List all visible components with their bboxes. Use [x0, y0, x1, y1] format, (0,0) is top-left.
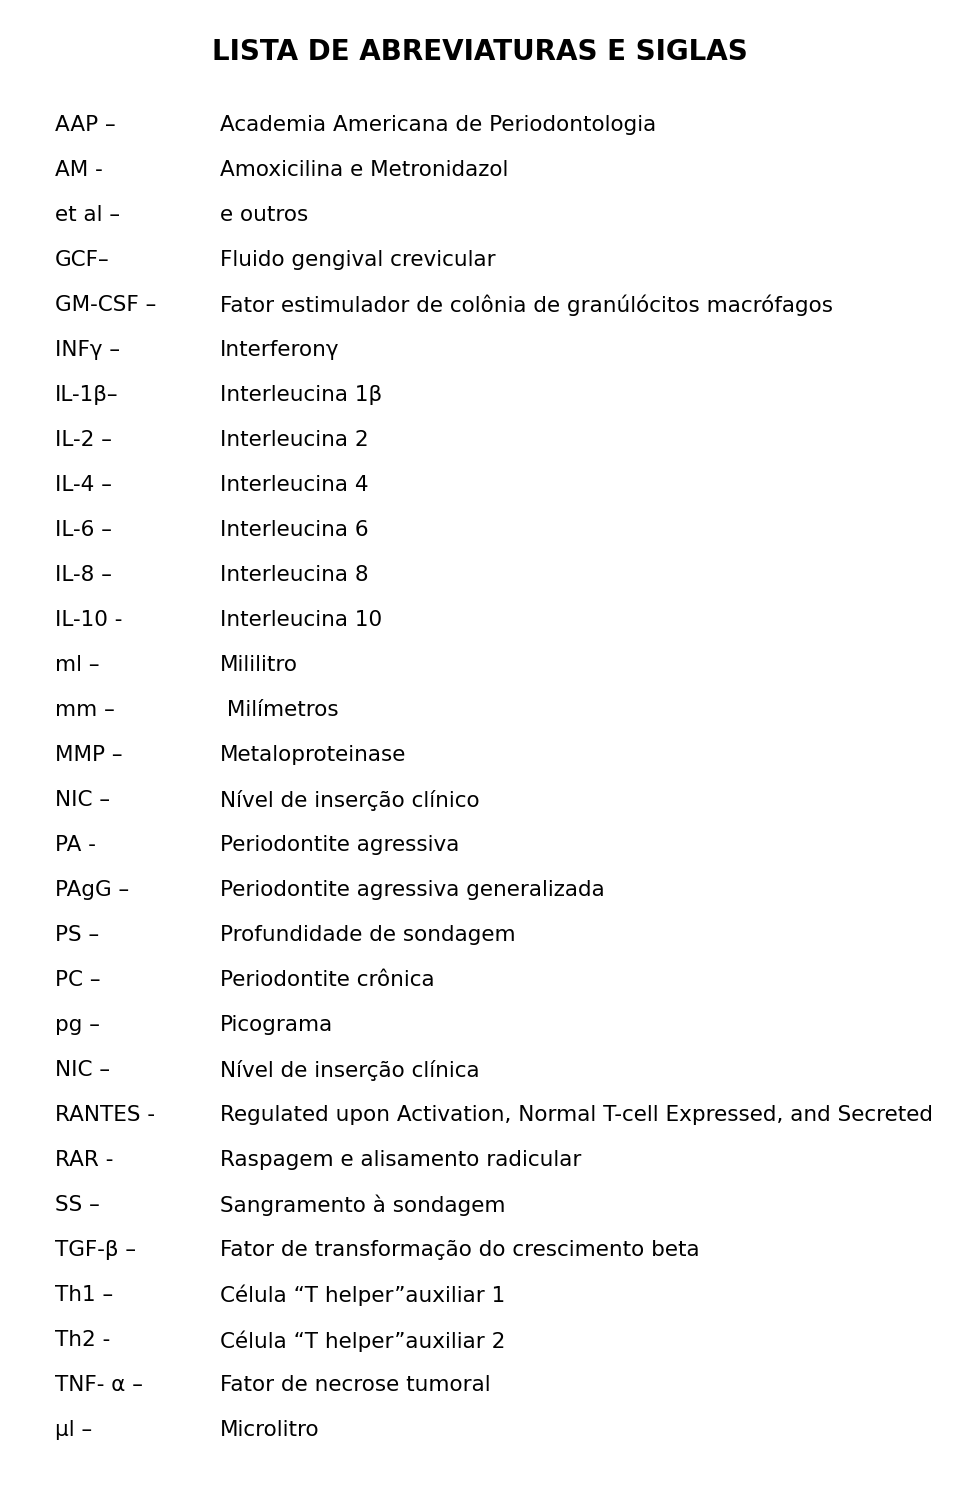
- Text: Interleucina 8: Interleucina 8: [220, 564, 369, 585]
- Text: Célula “T helper”auxiliar 1: Célula “T helper”auxiliar 1: [220, 1285, 505, 1306]
- Text: Célula “T helper”auxiliar 2: Célula “T helper”auxiliar 2: [220, 1330, 505, 1351]
- Text: Interleucina 2: Interleucina 2: [220, 429, 369, 450]
- Text: PA -: PA -: [55, 835, 96, 856]
- Text: Interleucina 10: Interleucina 10: [220, 609, 382, 630]
- Text: Periodontite crônica: Periodontite crônica: [220, 970, 435, 991]
- Text: Nível de inserção clínico: Nível de inserção clínico: [220, 790, 480, 811]
- Text: Mililitro: Mililitro: [220, 654, 298, 675]
- Text: RANTES -: RANTES -: [55, 1105, 155, 1126]
- Text: Interleucina 4: Interleucina 4: [220, 474, 369, 495]
- Text: μl –: μl –: [55, 1420, 92, 1439]
- Text: et al –: et al –: [55, 206, 120, 225]
- Text: Periodontite agressiva: Periodontite agressiva: [220, 835, 460, 856]
- Text: NIC –: NIC –: [55, 790, 110, 811]
- Text: Microlitro: Microlitro: [220, 1420, 320, 1439]
- Text: MMP –: MMP –: [55, 744, 123, 766]
- Text: PC –: PC –: [55, 970, 101, 991]
- Text: IL-4 –: IL-4 –: [55, 474, 112, 495]
- Text: TNF- α –: TNF- α –: [55, 1375, 143, 1394]
- Text: Picograma: Picograma: [220, 1015, 333, 1036]
- Text: Fator de necrose tumoral: Fator de necrose tumoral: [220, 1375, 491, 1394]
- Text: IL-8 –: IL-8 –: [55, 564, 112, 585]
- Text: GM-CSF –: GM-CSF –: [55, 296, 156, 315]
- Text: PS –: PS –: [55, 925, 99, 946]
- Text: INFγ –: INFγ –: [55, 341, 120, 360]
- Text: RAR -: RAR -: [55, 1150, 113, 1169]
- Text: TGF-β –: TGF-β –: [55, 1240, 136, 1259]
- Text: mm –: mm –: [55, 699, 115, 720]
- Text: AM -: AM -: [55, 161, 103, 180]
- Text: SS –: SS –: [55, 1195, 100, 1214]
- Text: Milímetros: Milímetros: [220, 699, 339, 720]
- Text: GCF–: GCF–: [55, 251, 109, 270]
- Text: IL-1β–: IL-1β–: [55, 384, 118, 405]
- Text: Profundidade de sondagem: Profundidade de sondagem: [220, 925, 516, 946]
- Text: Interleucina 6: Interleucina 6: [220, 519, 369, 540]
- Text: Academia Americana de Periodontologia: Academia Americana de Periodontologia: [220, 116, 657, 135]
- Text: e outros: e outros: [220, 206, 308, 225]
- Text: IL-6 –: IL-6 –: [55, 519, 112, 540]
- Text: NIC –: NIC –: [55, 1060, 110, 1081]
- Text: AAP –: AAP –: [55, 116, 115, 135]
- Text: Raspagem e alisamento radicular: Raspagem e alisamento radicular: [220, 1150, 582, 1169]
- Text: Interleucina 1β: Interleucina 1β: [220, 384, 382, 405]
- Text: Amoxicilina e Metronidazol: Amoxicilina e Metronidazol: [220, 161, 509, 180]
- Text: IL-2 –: IL-2 –: [55, 429, 112, 450]
- Text: ml –: ml –: [55, 654, 100, 675]
- Text: Regulated upon Activation, Normal T-cell Expressed, and Secreted: Regulated upon Activation, Normal T-cell…: [220, 1105, 933, 1126]
- Text: Fluido gengival crevicular: Fluido gengival crevicular: [220, 251, 495, 270]
- Text: Sangramento à sondagem: Sangramento à sondagem: [220, 1195, 506, 1216]
- Text: PAgG –: PAgG –: [55, 880, 130, 901]
- Text: Interferonγ: Interferonγ: [220, 341, 340, 360]
- Text: Th1 –: Th1 –: [55, 1285, 113, 1304]
- Text: LISTA DE ABREVIATURAS E SIGLAS: LISTA DE ABREVIATURAS E SIGLAS: [212, 38, 748, 66]
- Text: Fator de transformação do crescimento beta: Fator de transformação do crescimento be…: [220, 1240, 700, 1259]
- Text: IL-10 -: IL-10 -: [55, 609, 122, 630]
- Text: Metaloproteinase: Metaloproteinase: [220, 744, 406, 766]
- Text: Th2 -: Th2 -: [55, 1330, 110, 1349]
- Text: Nível de inserção clínica: Nível de inserção clínica: [220, 1060, 480, 1081]
- Text: pg –: pg –: [55, 1015, 100, 1036]
- Text: Fator estimulador de colônia de granúlócitos macrófagos: Fator estimulador de colônia de granúlóc…: [220, 296, 833, 317]
- Text: Periodontite agressiva generalizada: Periodontite agressiva generalizada: [220, 880, 605, 901]
